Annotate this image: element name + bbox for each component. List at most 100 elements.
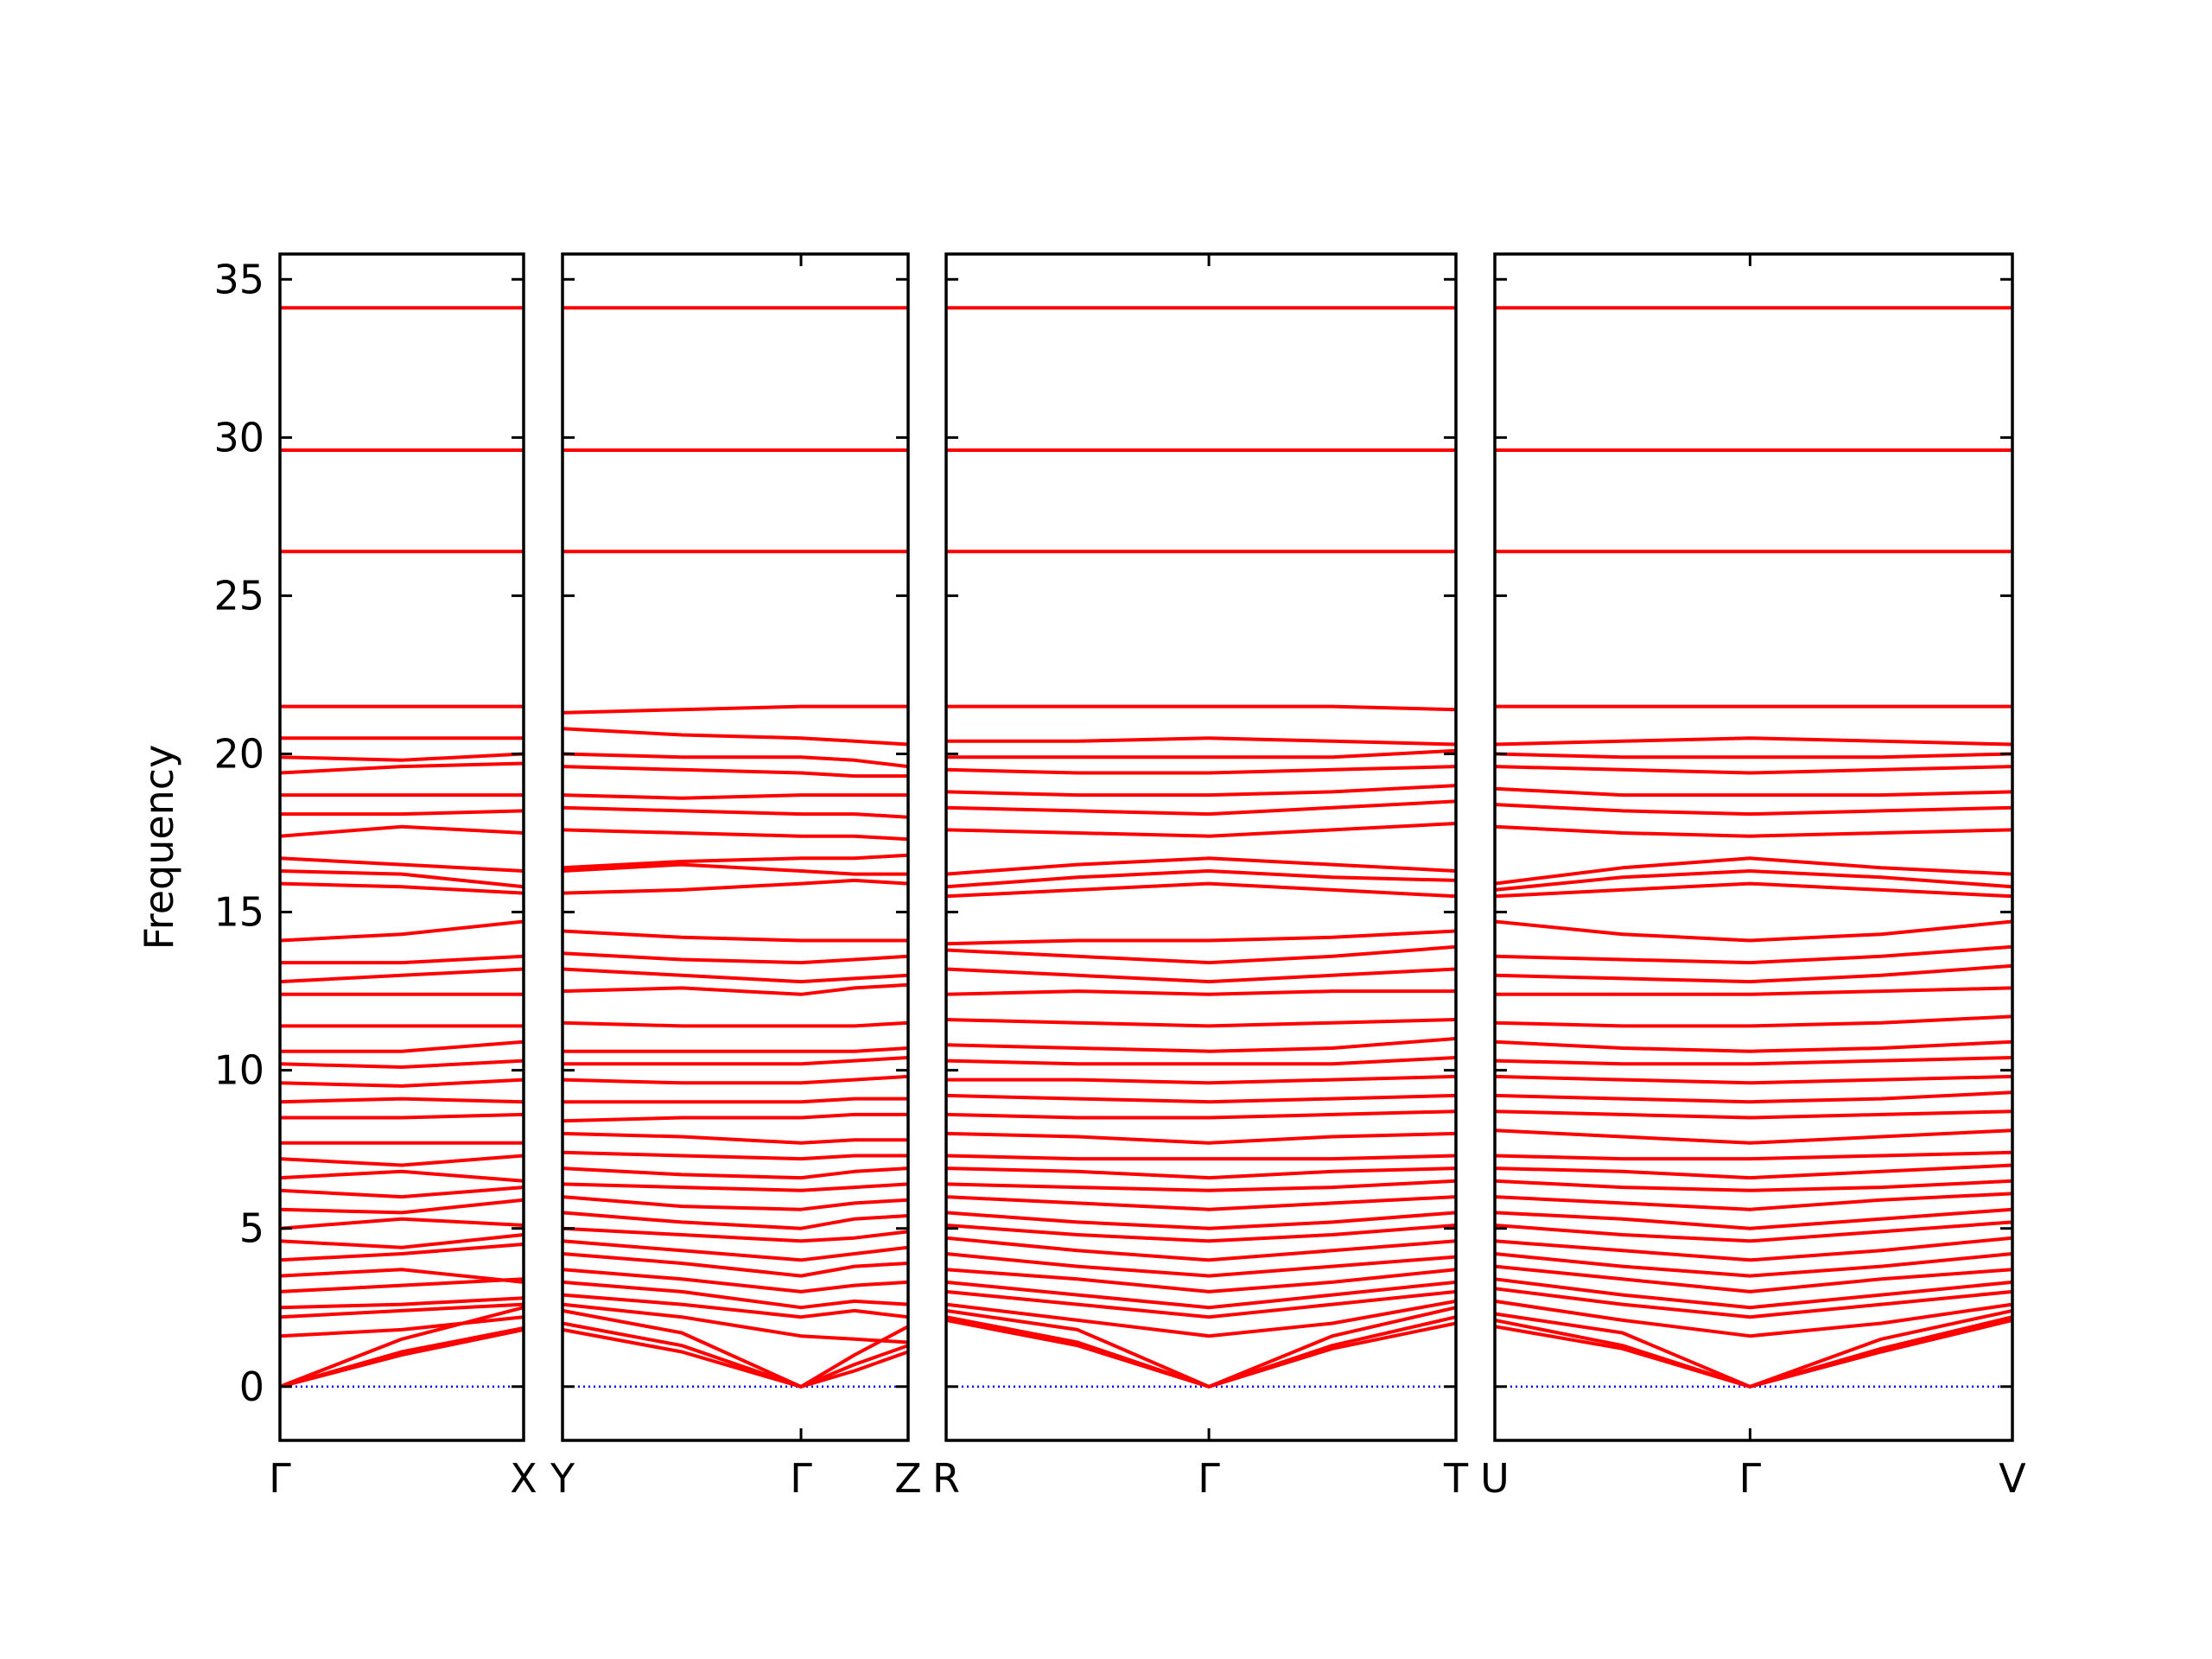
band-line [1494,1308,2013,1389]
band-line [562,727,909,747]
band-line [1494,824,2013,838]
band-line [945,784,1457,798]
band-line [945,989,1456,996]
band-line [562,1074,909,1085]
y-tick-label: 10 [213,1047,264,1094]
band-line [280,809,524,817]
band-line [280,1039,524,1053]
band-line [945,1056,1457,1066]
y-tick-label: 35 [213,256,264,302]
band-line [1494,1207,2013,1230]
band-line [1494,1318,2013,1389]
band-line [945,1306,1457,1389]
band-line [562,805,909,819]
band-line [1494,1179,2013,1192]
band-line [279,967,524,984]
band-line [562,1166,909,1180]
band-line [945,1131,1457,1145]
band-line [945,822,1457,838]
band-line [1494,1109,2013,1120]
band-line [1494,944,2013,965]
band-line [562,704,908,715]
band-line [945,1299,1457,1338]
y-axis-label: Frequency [136,745,182,950]
band-line [1494,963,2013,984]
band-line [279,1154,524,1167]
band-line [279,1198,524,1215]
band-line [1494,1287,2013,1319]
band-line [562,1211,909,1230]
band-line [562,951,909,965]
band-line [279,1326,524,1389]
band-line [945,1224,1457,1243]
band-line [1494,1163,2013,1180]
band-line [1494,1056,2013,1066]
band-line [1494,736,2013,747]
x-tick-label: Y [550,1455,575,1502]
plot-frame [944,252,1458,1442]
band-line [562,1302,909,1344]
band-line [946,748,1457,760]
y-tick-label: 5 [239,1205,264,1252]
band-line [279,824,524,838]
band-line [1494,765,2013,775]
band-line [562,1020,909,1028]
band-line [1494,869,2013,892]
band-line [279,1306,524,1389]
band-line [1494,1236,2013,1262]
band-line [562,752,909,769]
band-line [945,1195,1457,1211]
band-line [562,765,908,779]
band-line [562,1150,908,1161]
band-line [562,862,908,876]
band-line [1494,803,2013,817]
band-line [1494,1277,2013,1310]
x-tick-label: X [510,1455,537,1502]
band-line [945,856,1457,876]
x-tick-label: V [1999,1455,2026,1502]
band-line [1494,1128,2013,1145]
band-line [562,1280,909,1310]
band-line [945,1037,1457,1053]
band-line [562,793,908,800]
x-tick-label: Γ [1739,1455,1762,1502]
band-line [1494,786,2013,798]
band-line [562,1226,909,1243]
band-line [279,1315,524,1338]
band-line [1494,919,2013,943]
x-tick-label: U [1480,1455,1510,1502]
band-line [1494,752,2013,760]
band-line [279,1058,524,1069]
band-line [1494,1264,2013,1294]
band-line [279,752,524,762]
band-line [562,967,909,984]
band-line [1494,1014,2013,1028]
y-tick-label: 15 [213,889,264,936]
band-line [279,1217,524,1230]
band-line [1494,856,2013,886]
x-tick-label: Γ [1198,1455,1220,1502]
band-line [946,704,1457,712]
band-line [945,1018,1457,1028]
band-line [563,1046,909,1053]
band-line [562,853,909,870]
band-line [562,1112,908,1123]
band-line [945,765,1457,775]
band-line [1494,1220,2013,1243]
band-line [945,1236,1457,1262]
band-line [1494,1299,2013,1338]
band-line [279,761,524,775]
band-line [1494,881,2013,899]
band-line [1494,1074,2013,1085]
band-line [945,1268,1457,1294]
band-line [279,1268,524,1284]
y-tick-label: 25 [213,572,264,619]
band-line [279,1185,524,1199]
band-line [280,1112,524,1120]
band-line [945,799,1457,817]
band-line [945,944,1457,965]
band-line [562,929,908,943]
band-line [279,881,524,895]
